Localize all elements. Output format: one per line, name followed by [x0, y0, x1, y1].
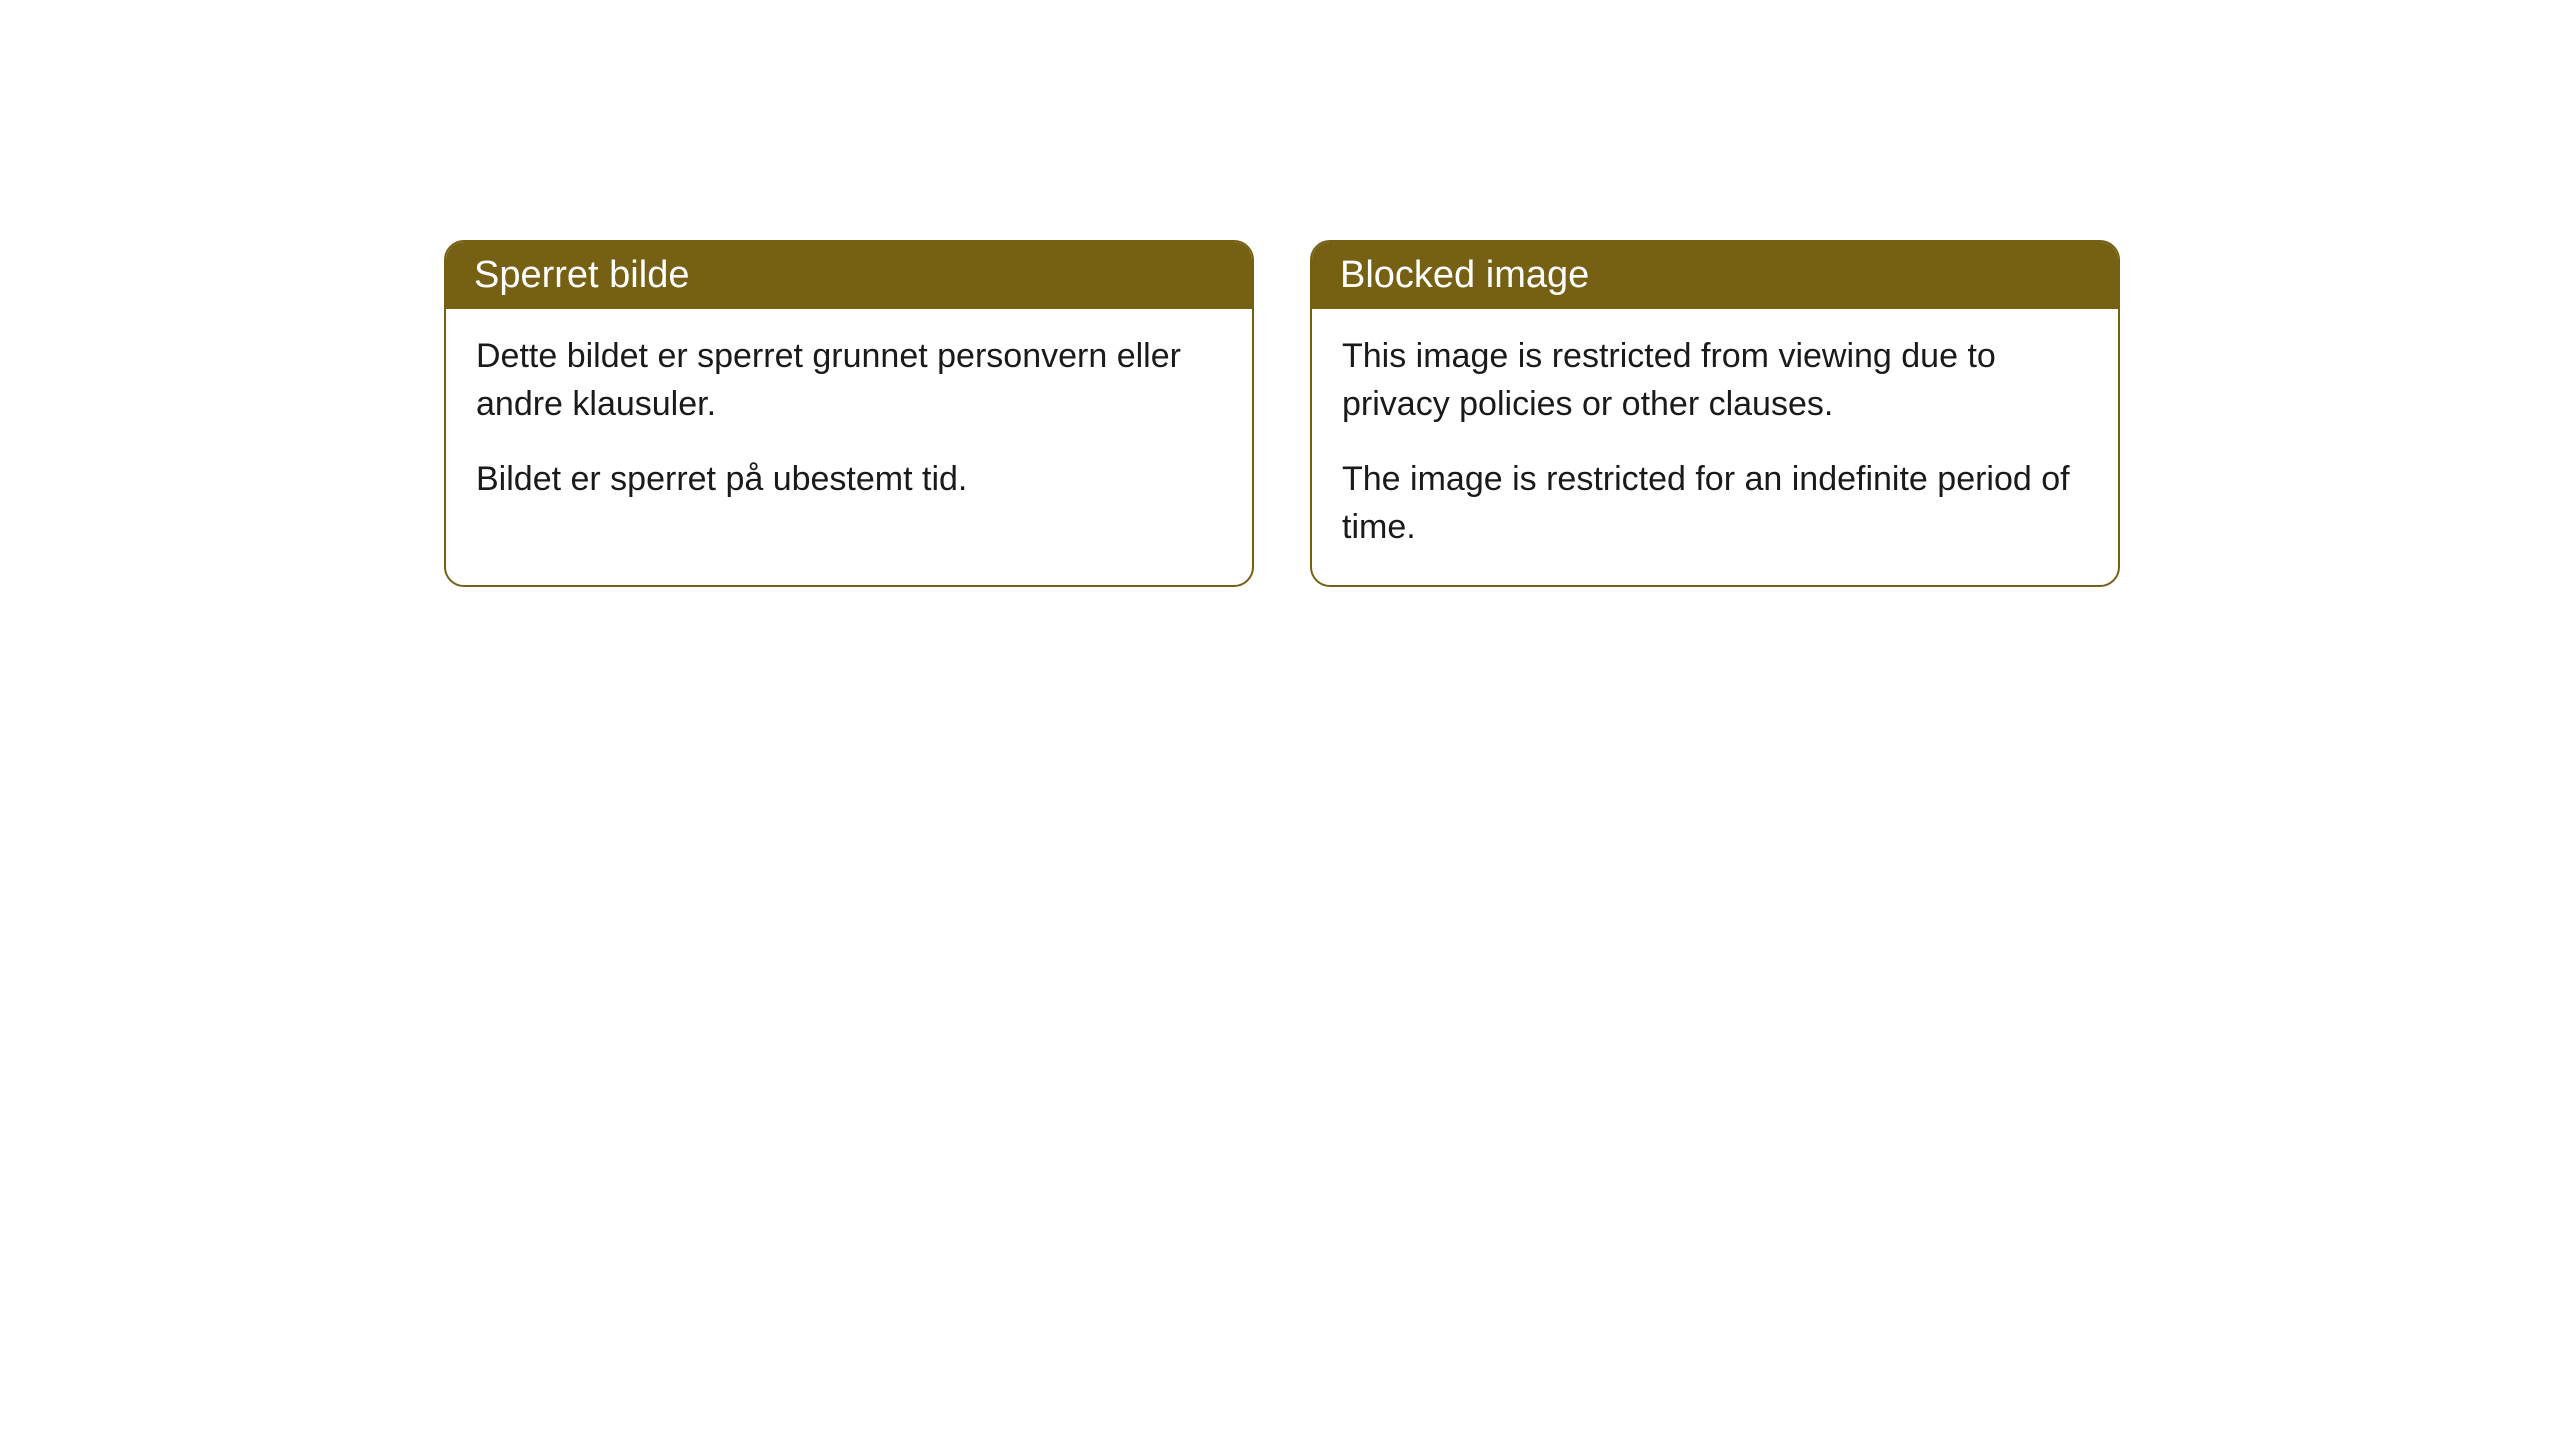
card-paragraph: The image is restricted for an indefinit… [1342, 456, 2088, 551]
card-header-norwegian: Sperret bilde [446, 242, 1252, 309]
card-header-english: Blocked image [1312, 242, 2118, 309]
card-title: Sperret bilde [474, 254, 689, 296]
card-title: Blocked image [1340, 254, 1589, 296]
card-paragraph: Dette bildet er sperret grunnet personve… [476, 333, 1222, 428]
notice-card-norwegian: Sperret bilde Dette bildet er sperret gr… [444, 240, 1254, 587]
card-paragraph: This image is restricted from viewing du… [1342, 333, 2088, 428]
card-body-english: This image is restricted from viewing du… [1312, 309, 2118, 585]
card-paragraph: Bildet er sperret på ubestemt tid. [476, 456, 1222, 504]
card-body-norwegian: Dette bildet er sperret grunnet personve… [446, 309, 1252, 538]
notice-card-english: Blocked image This image is restricted f… [1310, 240, 2120, 587]
notice-cards-container: Sperret bilde Dette bildet er sperret gr… [0, 0, 2560, 587]
